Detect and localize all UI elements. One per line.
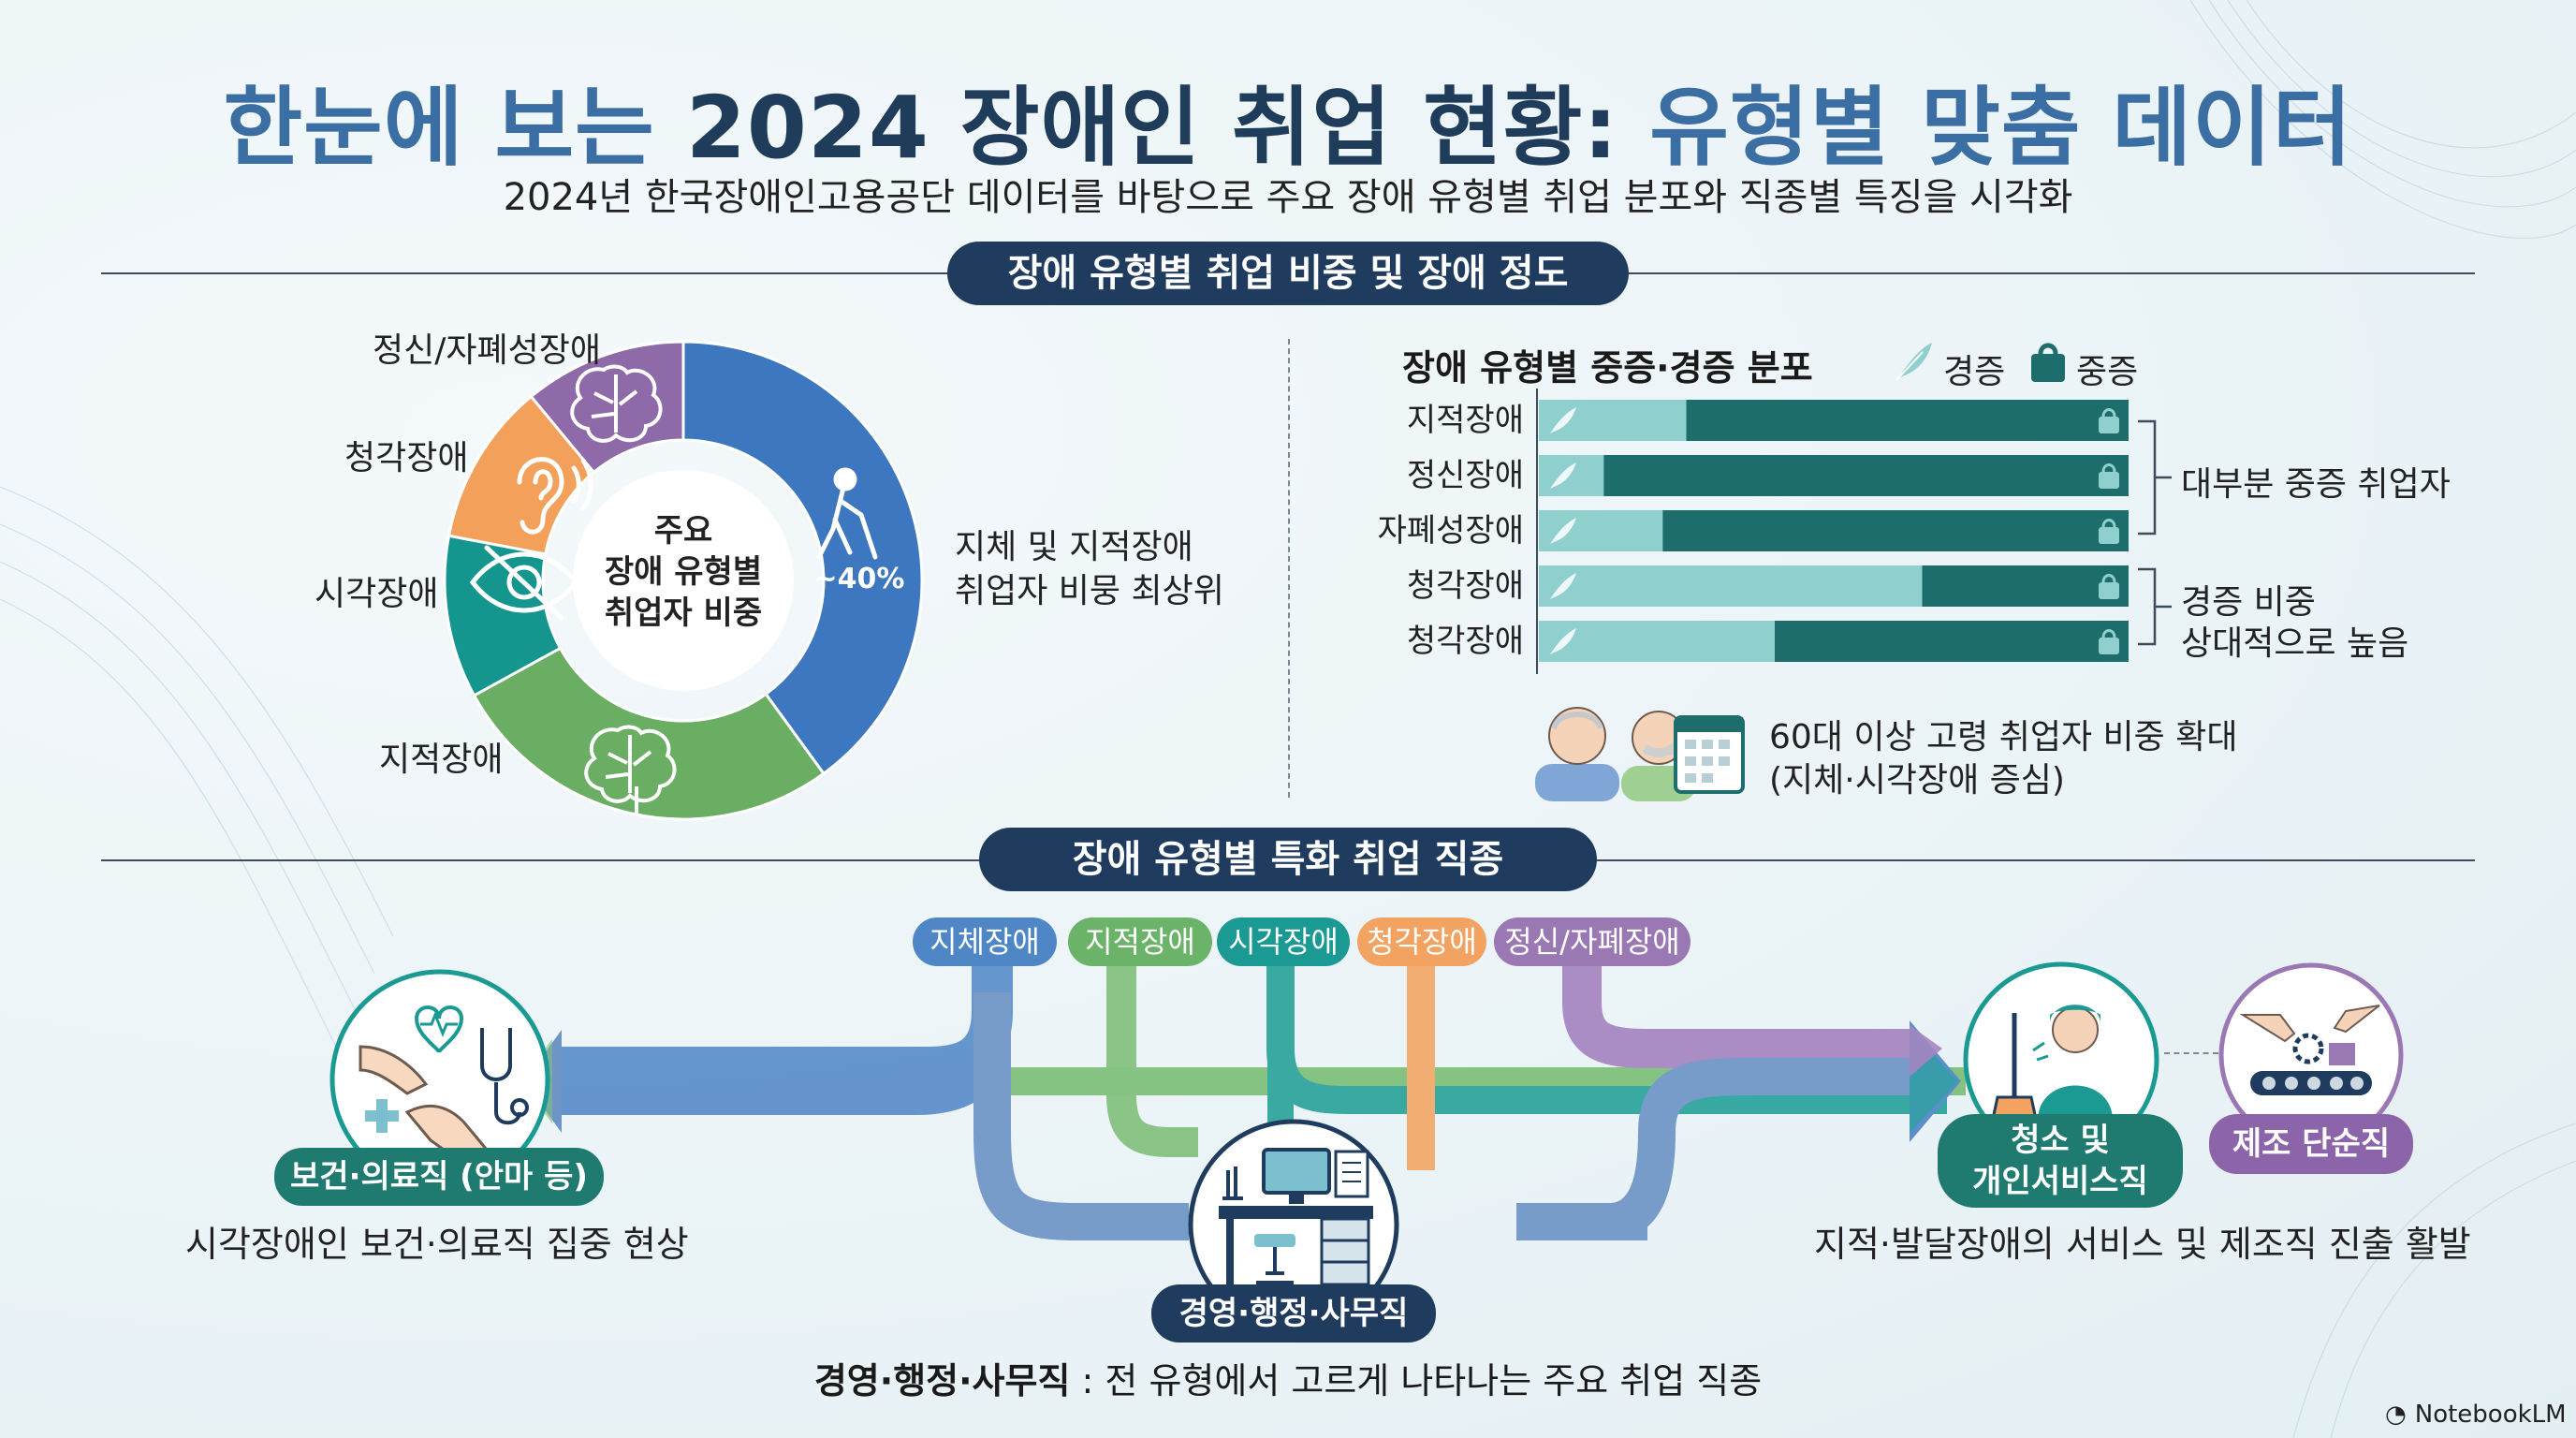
office-desk-icon-circle [1188, 1119, 1399, 1330]
feather-icon [1550, 628, 1576, 654]
office-caption: 경영·행정·사무직 : 전 유형에서 고르게 나타나는 주요 취업 직종 [0, 1352, 2576, 1403]
cleaning-worker-icon-circle [1963, 961, 2159, 1158]
cleaning-label: 청소 및 개인서비스직 [1938, 1114, 2183, 1208]
title-part-3: 유형별 맞춤 데이터 [1649, 78, 2353, 178]
severity-bar-mild [1539, 510, 1663, 551]
weight-icon [2099, 472, 2119, 489]
weight-icon-legend [2031, 343, 2065, 382]
brain-icon-intellectual [584, 725, 677, 814]
severity-bar-severe [1922, 565, 2129, 607]
weight-icon [2099, 638, 2119, 654]
donut-slice-1 [472, 646, 826, 821]
feather-icon [1550, 518, 1576, 544]
donut-callout-line-1: 지체 및 지적장애 [955, 528, 1193, 566]
severity-chart-title: 장애 유형별 중증·경증 분포 [1402, 347, 1813, 389]
donut-center-line-1: 주요 [654, 512, 713, 550]
severity-group2-line1: 경증 비중 [2181, 583, 2316, 622]
severity-group2-line2: 상대적으로 높음 [2181, 624, 2409, 663]
notebooklm-logo-icon: ◔ [2385, 1401, 2415, 1429]
legend-mild-label: 경증 [1943, 353, 2006, 391]
office-caption-rest: : 전 유형에서 고르게 나타나는 주요 취업 직종 [1070, 1360, 1763, 1401]
right-caption: 지적·발달장애의 서비스 및 제조직 진출 활발 [1814, 1224, 2471, 1265]
manufacturing-label: 제조 단순직 [2209, 1114, 2413, 1174]
section1-separator [1288, 339, 1290, 798]
donut-slice-0 [681, 340, 924, 776]
walking-person-icon [816, 467, 878, 560]
severity-category-label: 지적장애 [1407, 402, 1524, 439]
assembly-line-icon-circle [2218, 962, 2404, 1148]
tag-physical: 지체장애 [913, 917, 1057, 966]
elderly-couple-icon [1535, 696, 1745, 801]
donut-callout-line-2: 취업자 비뭉 최상위 [955, 572, 1224, 610]
donut-label-visual: 시각장애 [315, 575, 439, 613]
weight-icon-handle [2101, 463, 2116, 473]
severity-category-label: 정신장애 [1407, 457, 1524, 494]
weight-icon [2099, 417, 2119, 433]
severity-bar-mild [1539, 565, 1923, 607]
watermark-text: NotebookLM [2414, 1401, 2567, 1429]
feather-icon [1550, 573, 1576, 599]
legend-severe-label: 중증 [2076, 353, 2139, 391]
weight-icon-handle [2101, 574, 2116, 583]
tag-mental: 정신/자폐장애 [1494, 917, 1690, 966]
notebooklm-watermark: ◔ NotebookLM [2385, 1401, 2567, 1429]
tag-intellectual: 지적장애 [1068, 917, 1212, 966]
donut-chart: 주요 장애 유형별 취업자 비중 ~40% [443, 340, 924, 821]
donut-center-line-3: 취업자 비중 [605, 594, 762, 632]
dashed-connector [2164, 1052, 2218, 1054]
severity-group1-label: 대부분 중증 취업자 [2181, 465, 2451, 504]
severity-bar-mild [1539, 455, 1604, 496]
feather-icon [1550, 462, 1576, 489]
office-caption-bold: 경영·행정·사무직 [813, 1360, 1071, 1401]
brain-icon-mental [570, 364, 663, 443]
title-part-1: 한눈에 보는 [223, 78, 686, 178]
health-caption: 시각장애인 보건·의료직 집중 현상 [185, 1224, 689, 1265]
donut-hole [573, 470, 794, 691]
elderly-line-1: 60대 이상 고령 취업자 비중 확대 [1769, 718, 2238, 756]
office-label: 경영·행정·사무직 [1151, 1284, 1436, 1343]
title-part-2: 2024 장애인 취업 현황: [685, 78, 1650, 178]
ear-icon [517, 457, 593, 535]
donut-label-hearing: 청각장애 [344, 439, 469, 477]
weight-icon-handle [2101, 408, 2116, 418]
tag-visual: 시각장애 [1217, 917, 1350, 966]
weight-icon-handle [2101, 629, 2116, 638]
page-subtitle: 2024년 한국장애인고용공단 데이터를 바탕으로 주요 장애 유형별 취업 분… [503, 176, 2073, 219]
severity-category-label: 청각장애 [1407, 623, 1524, 660]
cleaning-label-line-1: 청소 및 [2011, 1122, 2110, 1159]
feather-icon-legend [1895, 343, 1932, 381]
physical-percentage-label: ~40% [814, 563, 905, 595]
donut-center-line-2: 장애 유형별 [605, 553, 762, 591]
severity-bar-severe [1603, 455, 2129, 496]
health-label: 보건·의료직 (안마 등) [274, 1148, 604, 1206]
feather-icon [1550, 407, 1576, 433]
elderly-line-2: (지체·시각장애 증심) [1769, 761, 2065, 800]
tag-hearing: 청각장애 [1357, 917, 1486, 966]
cleaning-label-line-2: 개인서비스직 [1972, 1163, 2148, 1200]
section1-pill: 장애 유형별 취업 비중 및 장애 정도 [947, 242, 1629, 305]
severity-bar-mild [1539, 621, 1775, 662]
job-flow-diagram [520, 955, 1966, 1240]
severity-bar-severe [1686, 400, 2129, 441]
section2-pill: 장애 유형별 특화 취업 직종 [979, 828, 1597, 891]
weight-icon [2099, 582, 2119, 599]
weight-icon [2099, 527, 2119, 544]
severity-category-label: 자폐성장애 [1378, 512, 1524, 550]
severity-bar-severe [1775, 621, 2129, 662]
weight-icon-handle [2101, 519, 2116, 528]
severity-bar-severe [1662, 510, 2129, 551]
donut-label-intellectual: 지적장애 [379, 741, 504, 779]
severity-brackets [2138, 419, 2172, 646]
donut-label-mental: 정신/자폐성장애 [373, 331, 601, 370]
page-title: 한눈에 보는 2024 장애인 취업 현황: 유형별 맞춤 데이터 [0, 58, 2576, 183]
severity-category-label: 청각장애 [1407, 567, 1524, 605]
